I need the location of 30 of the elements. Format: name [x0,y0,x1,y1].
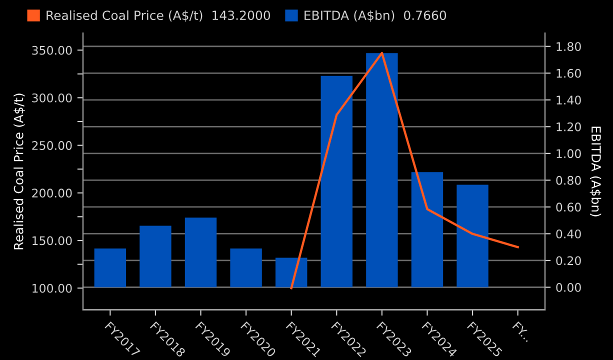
bar [140,226,172,288]
y2-tick-label: 1.20 [556,122,581,132]
y-tick-label: 300.00 [32,93,72,102]
line-series [290,52,519,290]
bar [456,184,488,288]
y2-tick-label: 0.80 [556,176,581,185]
y2-axis-title: EBITDA (A$bn) [590,126,602,216]
bar [230,248,262,288]
bar [184,218,217,288]
y2-tick-label: 0.60 [556,202,581,212]
y2-tick-label: 0.00 [556,282,581,292]
bar [94,248,126,288]
legend-label: Realised Coal Price (A$/t) 143.2000 [46,10,270,22]
y2-tick-label: 0.40 [556,229,581,238]
y-tick-label: 150.00 [32,236,72,246]
y-tick-label: 350.00 [32,46,72,55]
y-axis-title: Realised Coal Price (A$/t) [14,94,25,250]
bar [320,76,352,288]
y-tick-label: 200.00 [32,188,72,198]
y-tick-label: 250.00 [32,141,72,150]
y2-tick-label: 1.80 [556,42,581,52]
y2-tick-label: 1.60 [556,68,581,78]
bar [411,172,444,288]
bar [366,53,398,288]
y2-tick-label: 1.00 [556,149,581,158]
legend-label: EBITDA (A$bn) 0.7660 [304,10,446,22]
y-tick-label: 100.00 [32,284,72,293]
y2-tick-label: 0.20 [556,256,581,266]
y2-tick-label: 1.40 [556,96,581,105]
bar [276,258,308,288]
